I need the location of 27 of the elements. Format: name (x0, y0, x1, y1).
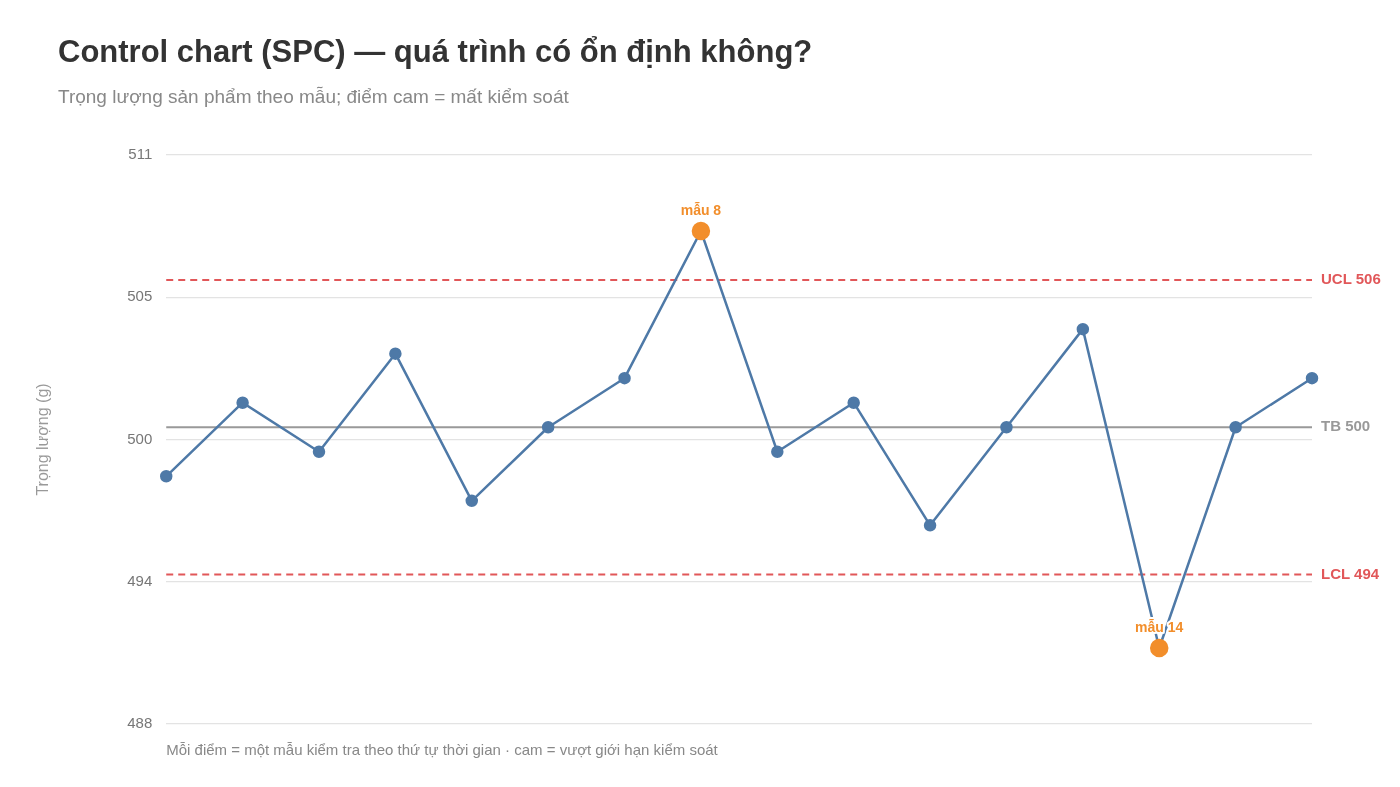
chart-subtitle: Trọng lượng sản phẩm theo mẫu; điểm cam = mất kiểm soát (58, 86, 569, 108)
y-tick-label: 511 (128, 145, 153, 163)
y-tick-label: 505 (127, 287, 153, 305)
y-tick-label: 494 (127, 571, 153, 589)
point (847, 396, 860, 409)
ref-line-label: UCL 506 (1321, 270, 1381, 288)
point (312, 445, 326, 459)
point (1000, 420, 1013, 434)
text: Mỗi điểm = một mẫu kiểm tra theo thứ tự thời gian · cam = vượt giới hạn kiểm soát (166, 741, 719, 759)
y-tick-label: 500 (127, 429, 153, 447)
y-axis-title: Trọng lượng (g) (34, 383, 52, 496)
point (541, 420, 555, 434)
point (236, 396, 249, 409)
point (1305, 371, 1319, 385)
chart-title: Control chart (SPC) — quá trình có ổn định không? (58, 34, 813, 70)
point (618, 371, 631, 385)
data-label: mẫu 8 (680, 201, 722, 218)
point (1229, 420, 1242, 434)
point (1076, 322, 1090, 336)
ref-line-label: TB 500 (1321, 417, 1371, 435)
point (465, 494, 479, 508)
point (771, 445, 784, 459)
ref-line-label: LCL 494 (1321, 564, 1380, 582)
point (159, 470, 173, 483)
point (389, 347, 402, 360)
y-tick-label: 488 (127, 714, 153, 732)
point (923, 519, 937, 532)
